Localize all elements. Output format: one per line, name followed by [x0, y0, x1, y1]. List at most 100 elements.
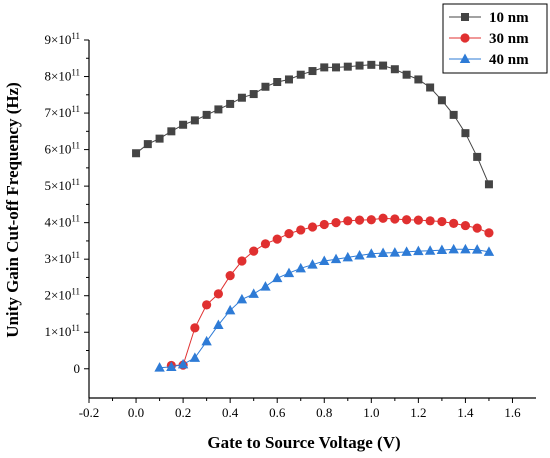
data-point-40-nm	[436, 244, 448, 255]
data-point-40-nm	[154, 362, 165, 372]
data-point-30-nm	[213, 289, 223, 299]
x-tick-label: 0.6	[269, 405, 286, 420]
data-point-10-nm	[179, 120, 188, 129]
series-10-nm	[132, 60, 493, 189]
data-point-10-nm	[414, 75, 423, 84]
data-point-10-nm	[249, 90, 258, 99]
series-layer	[132, 60, 495, 372]
axes: -0.2 0.0 0.2 0.4 0.6 0.8 1.0 1.2 1.4 1.6 0 1×1011 2×…	[44, 31, 536, 420]
data-point-10-nm	[308, 67, 317, 76]
data-point-30-nm	[460, 220, 471, 231]
data-point-30-nm	[390, 214, 400, 224]
data-point-40-nm	[177, 358, 189, 369]
data-point-10-nm	[202, 110, 211, 119]
data-point-30-nm	[472, 223, 482, 233]
data-point-10-nm	[343, 62, 352, 71]
data-point-40-nm	[460, 243, 471, 254]
data-point-10-nm	[132, 149, 141, 158]
data-point-10-nm	[190, 116, 199, 125]
y-tick-label: 3×1011	[44, 250, 80, 266]
x-tick-label: -0.2	[79, 405, 100, 420]
data-point-10-nm	[461, 129, 470, 138]
data-point-40-nm	[377, 247, 389, 257]
data-point-10-nm	[273, 78, 282, 87]
y-tick-label: 1×1011	[44, 323, 80, 339]
data-point-40-nm	[260, 281, 271, 291]
data-point-40-nm	[283, 267, 295, 278]
data-point-10-nm	[226, 99, 235, 108]
data-point-40-nm	[272, 272, 283, 283]
y-tick-label: 9×1011	[44, 31, 80, 47]
legend: 10 nm 30 nm 40 nm	[442, 3, 548, 74]
data-point-40-nm	[224, 304, 236, 315]
y-tick-label: 4×1011	[44, 214, 80, 230]
legend-marker-10-nm	[461, 13, 469, 21]
series-40-nm	[154, 243, 495, 372]
data-point-10-nm	[449, 110, 458, 119]
y-tick-label: 5×1011	[44, 177, 80, 193]
legend-label-40-nm: 40 nm	[489, 52, 529, 68]
data-point-10-nm	[355, 61, 364, 70]
series-line-30-nm	[171, 217, 490, 366]
data-point-10-nm	[402, 70, 411, 79]
data-point-30-nm	[425, 216, 435, 226]
data-point-30-nm	[484, 228, 494, 238]
data-point-30-nm	[237, 256, 247, 266]
data-point-40-nm	[354, 250, 365, 260]
data-point-30-nm	[449, 218, 459, 228]
data-point-30-nm	[296, 225, 306, 235]
x-tick-label: 0.8	[316, 405, 332, 420]
data-point-10-nm	[390, 65, 399, 74]
y-tick-label: 6×1011	[44, 141, 80, 157]
data-point-40-nm	[295, 262, 306, 273]
y-tick-label: 2×1011	[44, 287, 80, 303]
series-line-10-nm	[135, 64, 490, 185]
x-tick-label: 0.4	[222, 405, 239, 420]
legend-label-10-nm: 10 nm	[489, 10, 529, 26]
data-point-40-nm	[166, 361, 177, 371]
data-point-30-nm	[366, 215, 376, 225]
data-point-30-nm	[319, 219, 329, 230]
series-30-nm	[166, 213, 494, 371]
data-point-10-nm	[296, 70, 305, 79]
y-tick-label: 0	[74, 361, 81, 376]
data-point-10-nm	[367, 60, 376, 69]
data-point-40-nm	[366, 248, 377, 258]
data-point-30-nm	[354, 215, 365, 225]
data-point-30-nm	[249, 246, 259, 256]
data-point-30-nm	[190, 323, 200, 333]
data-point-10-nm	[426, 83, 435, 92]
data-point-30-nm	[225, 271, 235, 281]
data-point-30-nm	[437, 216, 447, 227]
data-point-40-nm	[448, 243, 459, 254]
data-point-30-nm	[331, 218, 341, 228]
data-point-30-nm	[272, 234, 282, 244]
data-point-10-nm	[237, 93, 246, 102]
data-point-40-nm	[483, 246, 495, 256]
data-point-40-nm	[213, 319, 224, 329]
x-tick-label: 0.2	[175, 405, 191, 420]
data-point-30-nm	[402, 215, 412, 225]
y-tick-label: 7×1011	[44, 104, 80, 120]
data-point-10-nm	[143, 140, 152, 149]
data-point-40-nm	[201, 335, 212, 346]
data-point-10-nm	[261, 82, 270, 91]
data-point-30-nm	[202, 300, 212, 310]
x-tick-label: 1.4	[457, 405, 474, 420]
legend-label-30-nm: 30 nm	[489, 31, 529, 47]
data-point-40-nm	[236, 293, 248, 304]
y-tick-label: 8×1011	[44, 68, 80, 84]
data-point-10-nm	[437, 96, 446, 105]
data-point-40-nm	[319, 255, 330, 266]
data-point-40-nm	[342, 251, 353, 262]
x-axis-title: Gate to Source Voltage (V)	[207, 433, 400, 452]
data-point-40-nm	[413, 245, 424, 256]
data-point-30-nm	[378, 213, 388, 223]
data-point-40-nm	[307, 259, 318, 269]
data-point-30-nm	[307, 222, 318, 232]
legend-marker-40-nm	[459, 53, 471, 63]
data-point-40-nm	[471, 244, 483, 254]
data-point-40-nm	[424, 245, 436, 255]
data-point-10-nm	[473, 152, 482, 161]
